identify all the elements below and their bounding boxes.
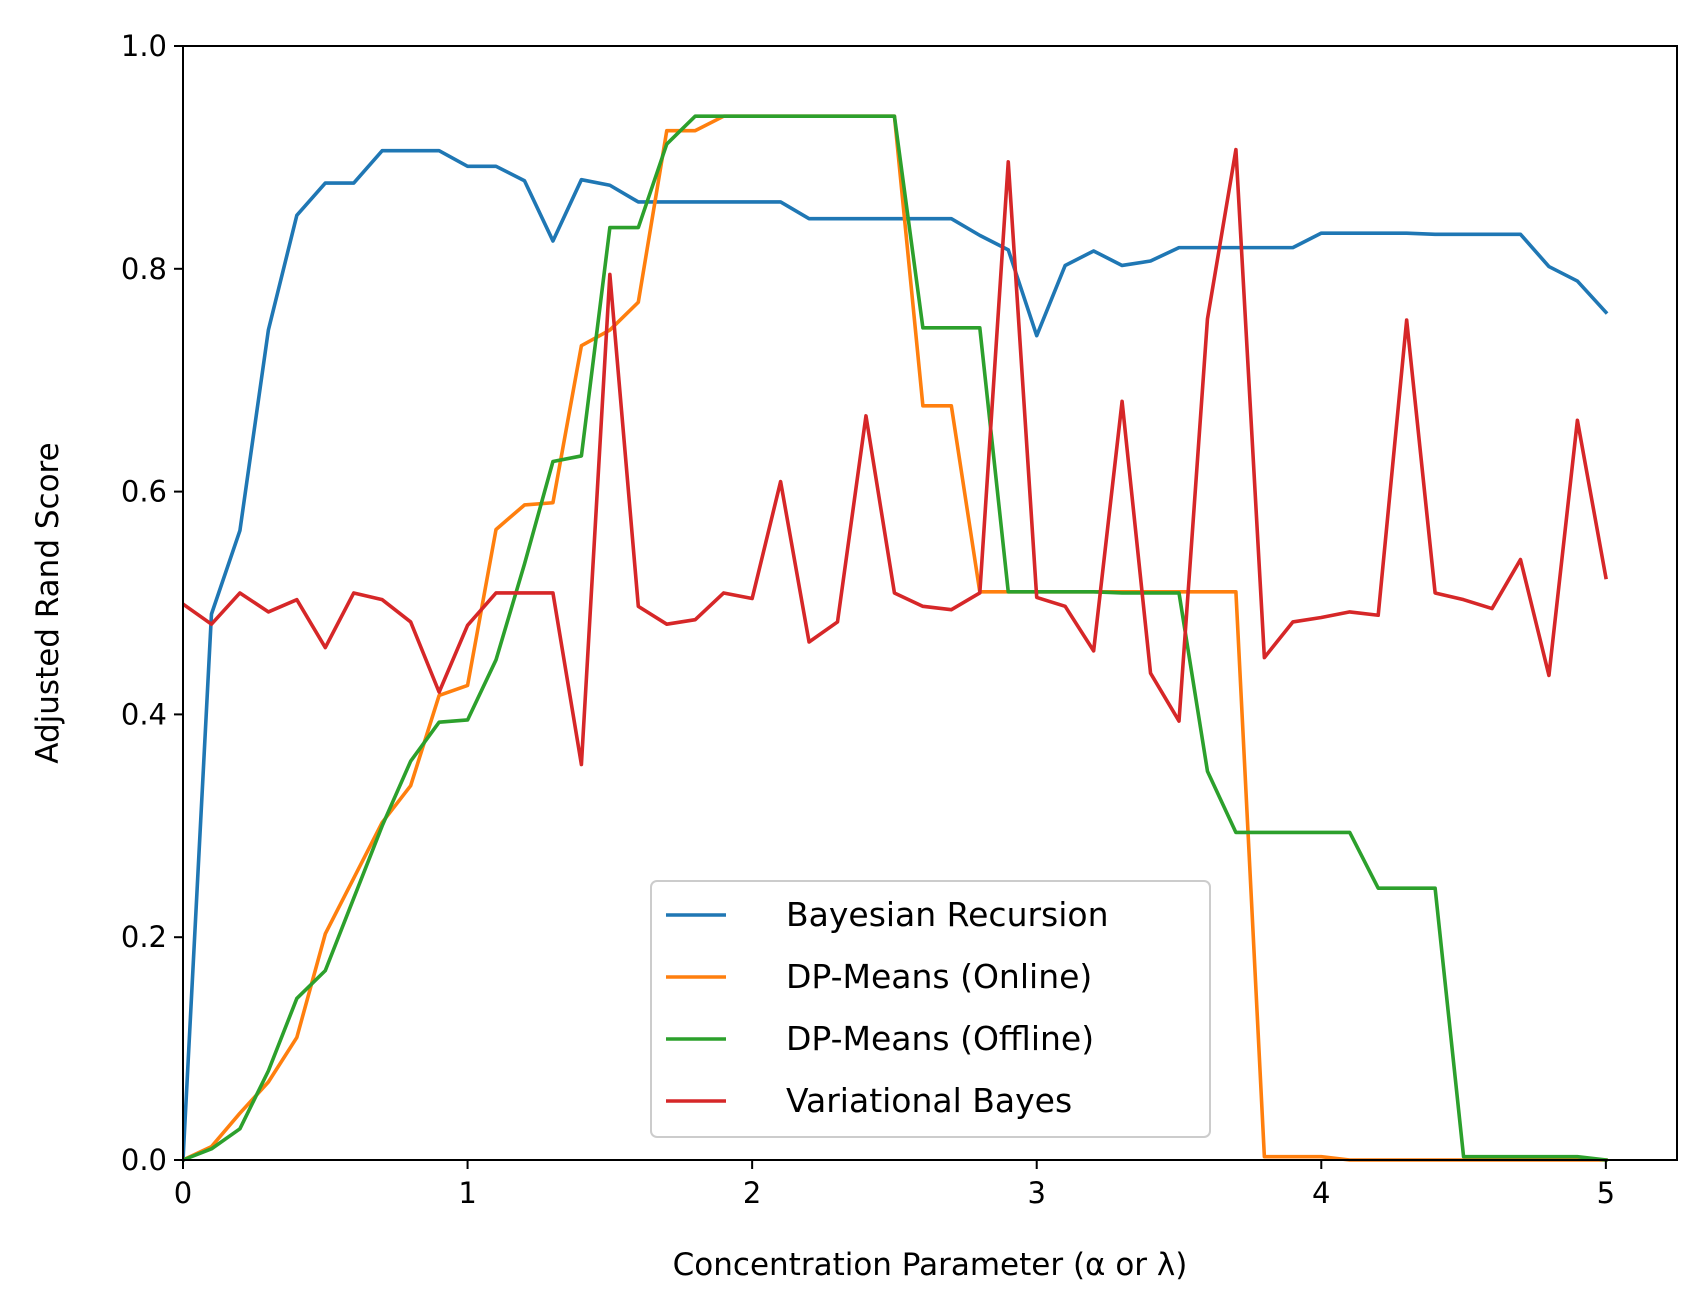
x-tick-label: 3 — [1027, 1176, 1045, 1210]
series-line-bayesian-recursion — [183, 148, 1609, 1162]
y-tick-label: 0.4 — [121, 697, 167, 731]
y-tick-label: 0.6 — [121, 475, 167, 509]
series-line-variational-bayes — [183, 147, 1608, 767]
ticks-layer: 0 1 2 3 4 5 0.0 0.2 0.4 0.6 0.8 1.0 — [121, 29, 1615, 1210]
legend-label: DP-Means (Online) — [786, 957, 1092, 996]
y-tick-label: 0.0 — [121, 1143, 167, 1177]
series-line-dp-means-offline — [183, 114, 1608, 1162]
legend-label: Variational Bayes — [786, 1081, 1072, 1120]
legend: Bayesian Recursion DP-Means (Online) DP-Me… — [650, 880, 1211, 1138]
x-axis-label: Concentration Parameter (α or λ) — [673, 1247, 1188, 1283]
x-tick-label: 0 — [174, 1176, 192, 1210]
x-tick-label: 2 — [743, 1176, 761, 1210]
x-tick-label: 1 — [458, 1176, 476, 1210]
y-tick-label: 1.0 — [121, 29, 167, 63]
legend-box — [650, 880, 1211, 1138]
legend-label: Bayesian Recursion — [786, 895, 1109, 934]
plot-frame — [182, 45, 1678, 1161]
legend-label: DP-Means (Offline) — [786, 1019, 1094, 1058]
x-tick-label: 5 — [1597, 1176, 1615, 1210]
y-axis-label: Adjusted Rand Score — [30, 442, 66, 763]
x-tick-label: 4 — [1312, 1176, 1330, 1210]
y-tick-label: 0.8 — [121, 252, 167, 286]
y-tick-label: 0.2 — [121, 920, 167, 954]
series-layer — [183, 114, 1609, 1162]
